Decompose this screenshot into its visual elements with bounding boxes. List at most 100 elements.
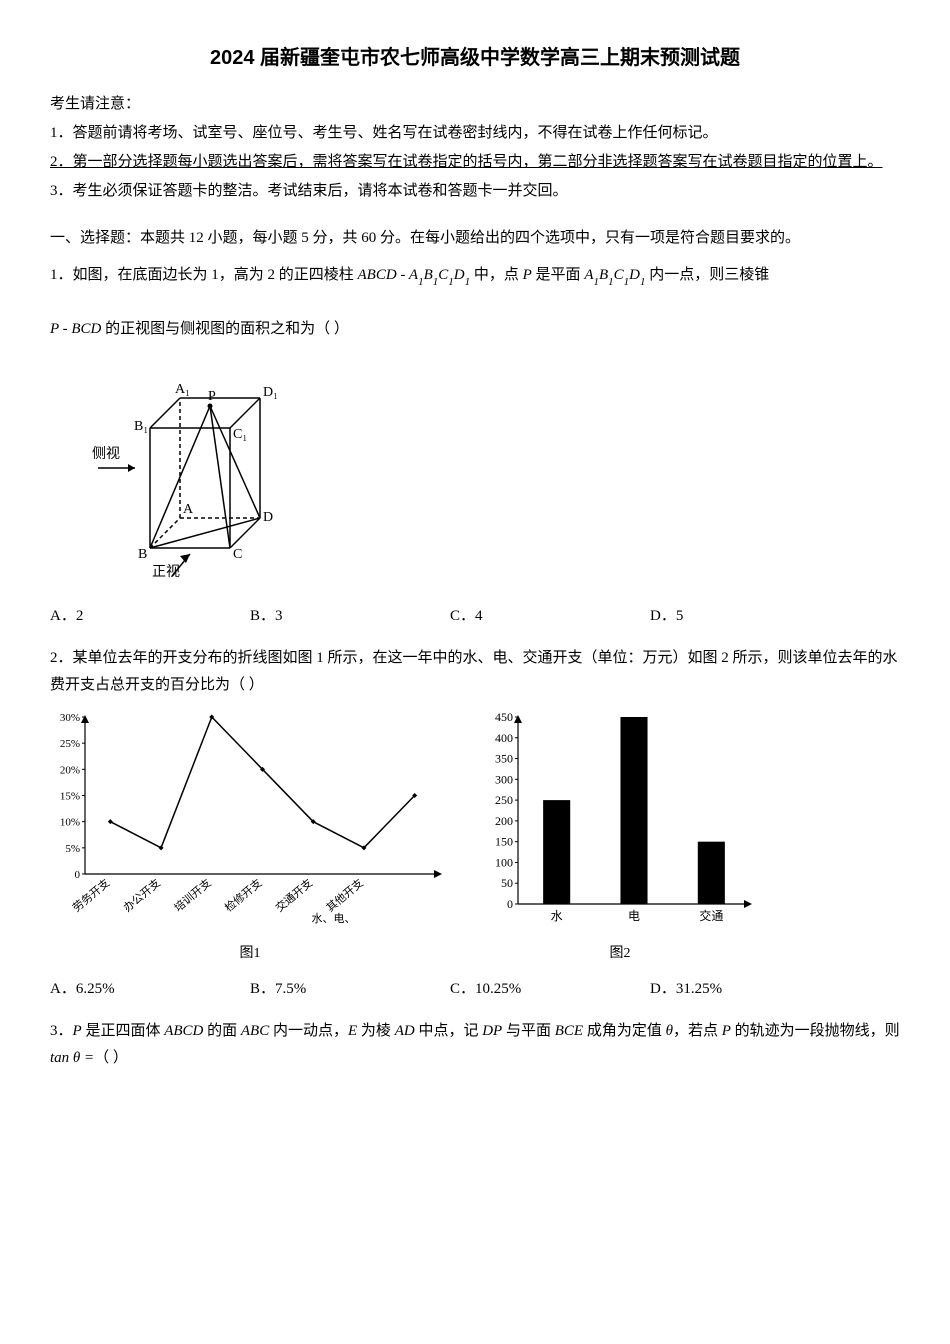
- label-C: C: [233, 547, 242, 562]
- label-A: A: [183, 502, 194, 517]
- q3-p0: 3．: [50, 1023, 73, 1039]
- svg-text:5%: 5%: [65, 843, 80, 855]
- front-view-label: 正视: [152, 564, 180, 578]
- q3-p14: 成角为定值: [583, 1023, 666, 1039]
- q2-option-C: C．10.25%: [450, 976, 650, 1003]
- q1-figure: A₁ D₁ B₁ C₁ A D B C P 侧视 正视: [90, 358, 290, 578]
- q2-chart2-caption: 图2: [480, 941, 760, 966]
- q1-math2: A1B1C1D1: [584, 267, 645, 283]
- svg-text:350: 350: [495, 751, 513, 765]
- q3-p8: 为棱: [357, 1023, 395, 1039]
- q1-A-val: 2: [76, 608, 84, 624]
- q2-charts: 05%10%15%20%25%30%劳务开支办公开支培训开支检修开支交通开支其他…: [50, 709, 900, 966]
- q1-option-B: B．3: [250, 603, 450, 630]
- q3-p15: θ: [666, 1023, 673, 1039]
- label-D1: D₁: [263, 385, 278, 400]
- q3-p17: P: [722, 1023, 731, 1039]
- q3-text: 3．P 是正四面体 ABCD 的面 ABC 内一动点，E 为棱 AD 中点，记 …: [50, 1018, 900, 1072]
- q2-chart1-caption: 图1: [50, 941, 450, 966]
- svg-text:交通: 交通: [699, 908, 723, 923]
- q3-p13: BCE: [555, 1023, 583, 1039]
- q1-option-A: A．2: [50, 603, 250, 630]
- q1-pre: 1．如图，在底面边长为 1，高为 2 的正四棱柱: [50, 267, 358, 283]
- svg-text:100: 100: [495, 855, 513, 869]
- q3-p6: 内一动点，: [269, 1023, 348, 1039]
- q3-p3: ABCD: [164, 1023, 203, 1039]
- svg-text:400: 400: [495, 731, 513, 745]
- page-title: 2024 届新疆奎屯市农七师高级中学数学高三上期末预测试题: [50, 40, 900, 76]
- question-2: 2．某单位去年的开支分布的折线图如图 1 所示，在这一年中的水、电、交通开支（单…: [50, 645, 900, 1003]
- svg-text:10%: 10%: [60, 816, 80, 828]
- q1-option-D: D．5: [650, 603, 850, 630]
- q1-math3: P - BCD: [50, 321, 101, 337]
- svg-text:交通开支: 交通开支: [272, 875, 315, 914]
- q2-chart1: 05%10%15%20%25%30%劳务开支办公开支培训开支检修开支交通开支其他…: [50, 709, 450, 929]
- label-C1: C₁: [233, 427, 247, 442]
- q3-p5: ABC: [241, 1023, 269, 1039]
- instruction-item-3: 3．考生必须保证答题卡的整洁。考试结束后，请将本试卷和答题卡一并交回。: [50, 178, 900, 205]
- q1-B-val: 3: [275, 608, 283, 624]
- svg-text:50: 50: [501, 876, 513, 890]
- label-A1: A₁: [175, 382, 190, 397]
- label-D: D: [263, 510, 273, 525]
- q3-p2: 是正四面体: [82, 1023, 165, 1039]
- q1-text2: P - BCD 的正视图与侧视图的面积之和为（ ）: [50, 316, 900, 343]
- q1-math1: ABCD - A1B1C1D1: [358, 267, 471, 283]
- q3-p18: 的轨迹为一段抛物线，则: [731, 1023, 900, 1039]
- q3-p7: E: [348, 1023, 357, 1039]
- svg-text:培训开支: 培训开支: [171, 875, 214, 914]
- q2-A-val: 6.25%: [76, 981, 115, 997]
- q2-option-A: A．6.25%: [50, 976, 250, 1003]
- q1-mid3: 内一点，则三棱锥: [646, 267, 770, 283]
- svg-text:300: 300: [495, 772, 513, 786]
- svg-text:25%: 25%: [60, 738, 80, 750]
- svg-text:劳务开支: 劳务开支: [70, 876, 112, 914]
- svg-text:250: 250: [495, 793, 513, 807]
- instructions-block: 考生请注意： 1．答题前请将考场、试室号、座位号、考生号、姓名写在试卷密封线内，…: [50, 91, 900, 205]
- instruction-item-1: 1．答题前请将考场、试室号、座位号、考生号、姓名写在试卷密封线内，不得在试卷上作…: [50, 120, 900, 147]
- q1-text: 1．如图，在底面边长为 1，高为 2 的正四棱柱 ABCD - A1B1C1D1…: [50, 262, 900, 291]
- svg-text:200: 200: [495, 814, 513, 828]
- question-1: 1．如图，在底面边长为 1，高为 2 的正四棱柱 ABCD - A1B1C1D1…: [50, 262, 900, 630]
- side-view-label: 侧视: [92, 446, 120, 462]
- q2-option-D: D．31.25%: [650, 976, 850, 1003]
- q2-option-B: B．7.5%: [250, 976, 450, 1003]
- q3-p16: ，若点: [673, 1023, 722, 1039]
- q3-p11: DP: [482, 1023, 502, 1039]
- instructions-heading: 考生请注意：: [50, 91, 900, 118]
- svg-text:水: 水: [551, 909, 563, 923]
- label-B1: B₁: [134, 419, 148, 434]
- svg-text:检修开支: 检修开支: [222, 875, 265, 914]
- svg-text:电: 电: [628, 909, 640, 923]
- instruction-item-2-text: 2．第一部分选择题每小题选出答案后，需将答案写在试卷指定的括号内，第二部分非选择…: [50, 154, 883, 170]
- svg-text:150: 150: [495, 834, 513, 848]
- label-B: B: [138, 547, 147, 562]
- q2-D-val: 31.25%: [676, 981, 722, 997]
- section-1-header: 一、选择题：本题共 12 小题，每小题 5 分，共 60 分。在每小题给出的四个…: [50, 225, 900, 252]
- q2-chart2: 0 50 100 150 200 250 300 350 400 450 水 电 交通: [480, 709, 760, 929]
- svg-text:0: 0: [507, 897, 513, 911]
- q2-C-val: 10.25%: [475, 981, 521, 997]
- q3-p20: （ ）: [94, 1050, 128, 1066]
- svg-text:450: 450: [495, 710, 513, 724]
- q3-p10: 中点，记: [415, 1023, 483, 1039]
- svg-text:水、电、: 水、电、: [312, 912, 356, 925]
- q2-text: 2．某单位去年的开支分布的折线图如图 1 所示，在这一年中的水、电、交通开支（单…: [50, 645, 900, 699]
- q2-chart2-box: 0 50 100 150 200 250 300 350 400 450 水 电 交通 图2: [480, 709, 760, 966]
- svg-text:办公开支: 办公开支: [121, 876, 163, 914]
- q3-p9: AD: [395, 1023, 415, 1039]
- label-P: P: [208, 389, 216, 404]
- q3-p4: 的面: [203, 1023, 241, 1039]
- svg-text:20%: 20%: [60, 764, 80, 776]
- q1-mid2: 是平面: [532, 267, 585, 283]
- svg-text:15%: 15%: [60, 790, 80, 802]
- q1-mid1: 中，点: [470, 267, 523, 283]
- q2-B-val: 7.5%: [275, 981, 306, 997]
- q1-end: 的正视图与侧视图的面积之和为（ ）: [101, 321, 349, 337]
- q2-options: A．6.25% B．7.5% C．10.25% D．31.25%: [50, 976, 900, 1003]
- question-3: 3．P 是正四面体 ABCD 的面 ABC 内一动点，E 为棱 AD 中点，记 …: [50, 1018, 900, 1072]
- instruction-item-2: 2．第一部分选择题每小题选出答案后，需将答案写在试卷指定的括号内，第二部分非选择…: [50, 149, 900, 176]
- q1-D-val: 5: [676, 608, 684, 624]
- q1-options: A．2 B．3 C．4 D．5: [50, 603, 900, 630]
- svg-text:其他开支: 其他开支: [324, 876, 366, 914]
